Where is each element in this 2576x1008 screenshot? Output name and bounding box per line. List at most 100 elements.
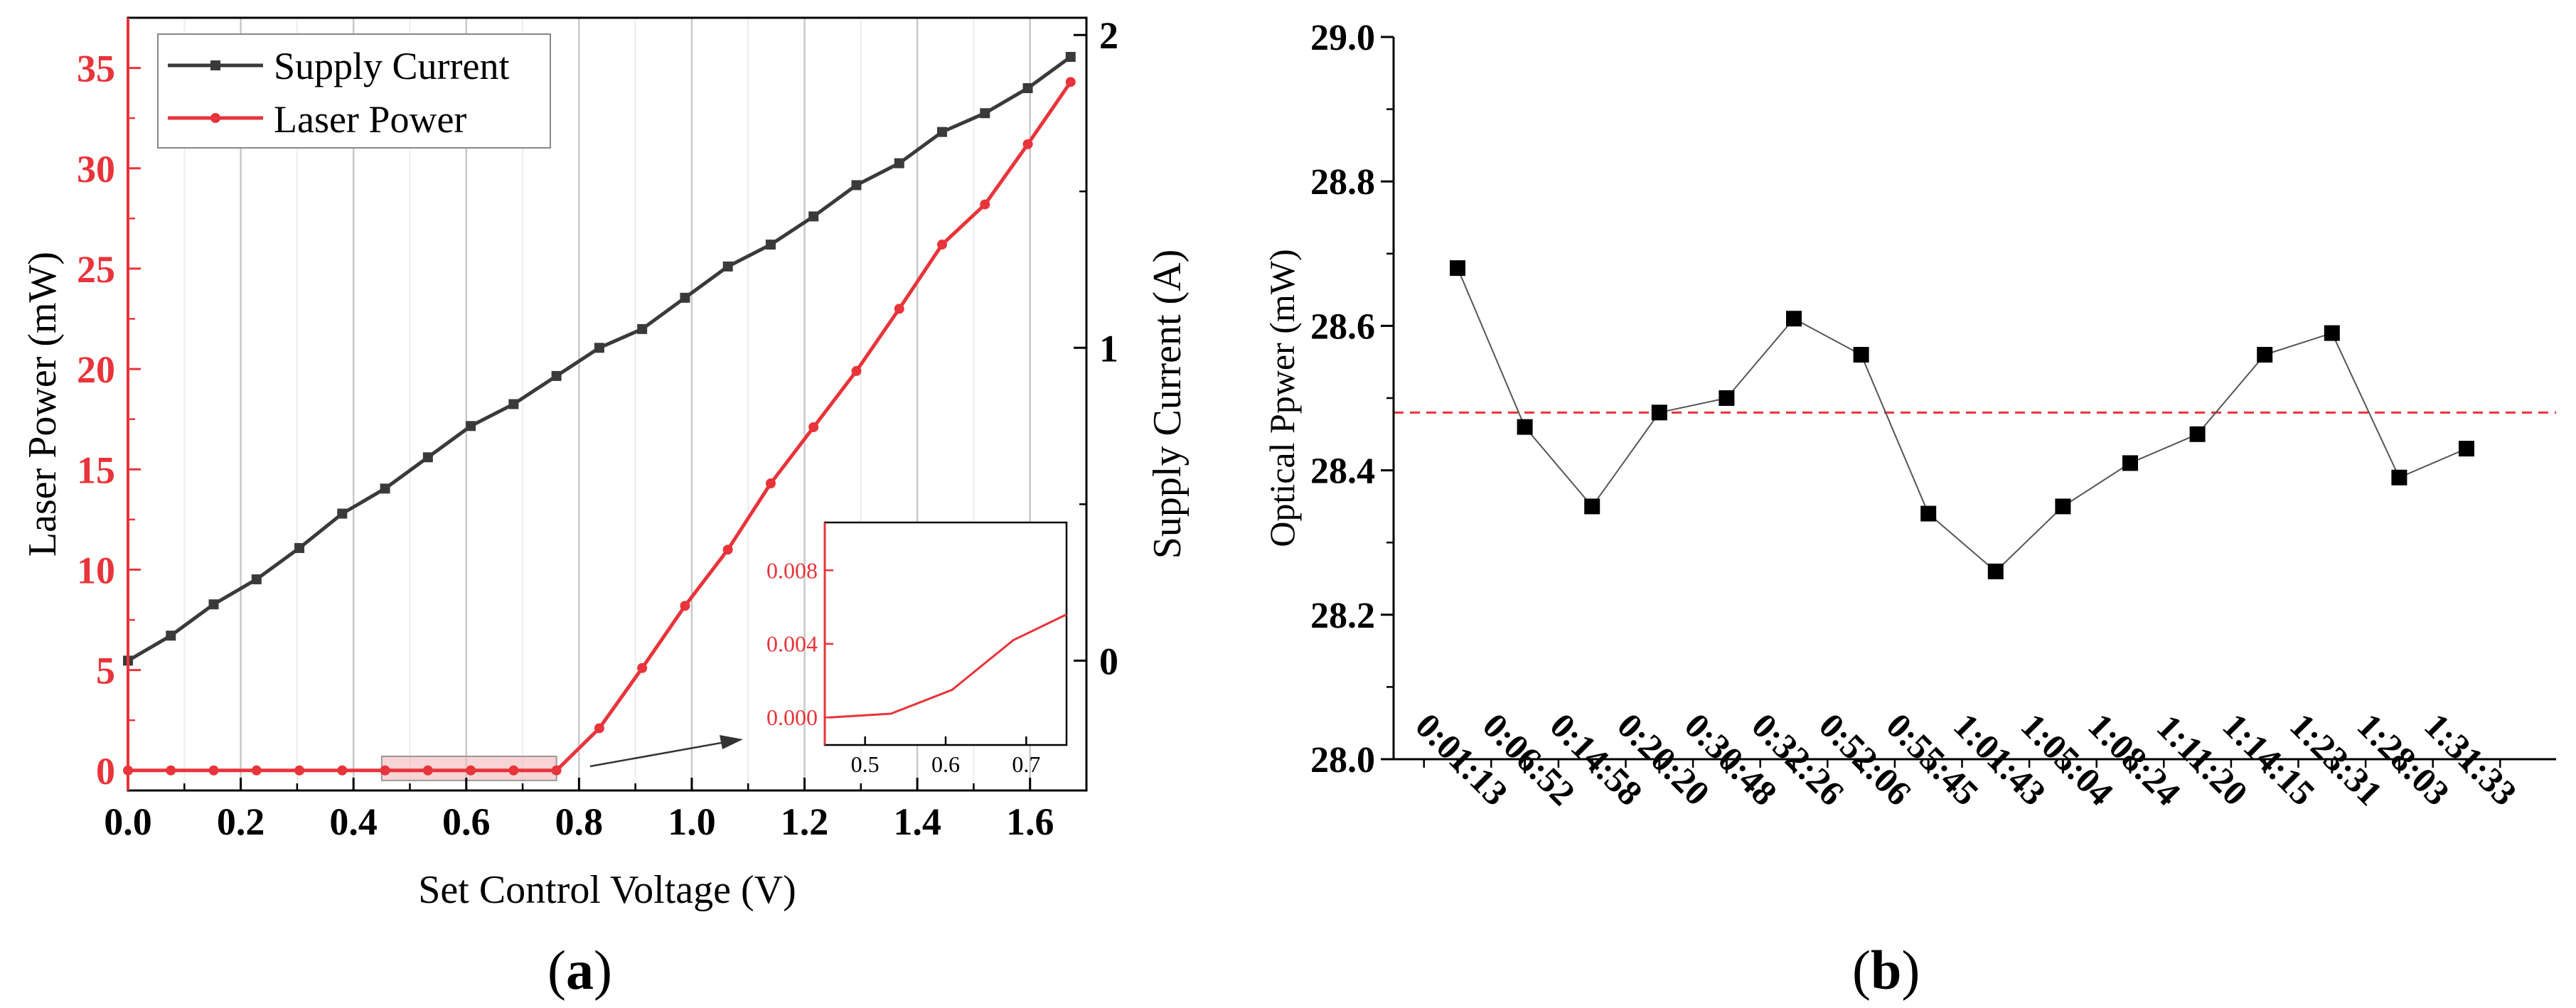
left-tick-label: 10	[77, 549, 115, 591]
laser-power-point	[208, 765, 219, 776]
zoom-arrow	[589, 735, 743, 768]
x-tick-label: 0.2	[217, 800, 265, 843]
supply-current-point	[422, 452, 433, 463]
left-tick-label: 5	[96, 650, 115, 692]
laser-power-point	[422, 765, 433, 776]
supply-current-point	[551, 370, 562, 381]
supply-current-point	[294, 542, 305, 553]
supply-current-point	[980, 108, 990, 119]
supply-current-point	[166, 631, 176, 641]
chart-b-axes: 28.028.228.428.628.829.00:01:130:06:520:…	[1310, 18, 2556, 813]
chart-a-left-axis: 0 5 10 15 20 25 30 35	[77, 18, 141, 793]
data-point	[2189, 426, 2206, 442]
panel-label-a-letter: a	[565, 939, 594, 1001]
y-tick-label: 28.8	[1310, 162, 1375, 203]
right-tick-label: 2	[1099, 14, 1118, 57]
data-point	[2257, 347, 2273, 363]
chart-a-left-y-label: Laser Power (mW)	[21, 252, 65, 557]
laser-power-point	[637, 663, 648, 673]
inset-series	[829, 613, 1067, 719]
inset-line	[829, 613, 1067, 719]
data-point	[1853, 347, 1869, 363]
laser-power-point	[851, 365, 862, 376]
laser-power-point	[980, 199, 990, 210]
data-point	[2459, 441, 2474, 457]
data-point	[1719, 390, 1735, 406]
supply-current-point	[508, 399, 519, 409]
y-tick-label: 28.0	[1310, 740, 1375, 781]
data-point	[1517, 419, 1533, 435]
panel-label-a: (a)	[547, 938, 612, 1002]
legend-supply-current-marker	[210, 60, 220, 70]
left-tick-label: 30	[77, 148, 115, 191]
x-tick-label: 0.8	[555, 800, 604, 843]
zoom-arrow-head	[720, 735, 743, 749]
inset-axes: 0.000 0.004 0.008 0.5 0.6 0.7	[766, 522, 1040, 777]
panel-label-b-close: )	[1901, 939, 1920, 1001]
y-tick-label: 28.4	[1310, 451, 1375, 492]
series-line	[1457, 267, 2467, 573]
supply-current-point	[380, 483, 390, 494]
x-tick-label: 0.4	[329, 800, 378, 843]
laser-power-point	[937, 240, 948, 250]
legend-box	[157, 33, 551, 149]
chart-a-x-label: Set Control Voltage (V)	[418, 868, 796, 912]
supply-current-point	[808, 211, 819, 222]
supply-current-point	[680, 292, 690, 303]
panel-label-b-letter: b	[1870, 939, 1902, 1001]
supply-current-point	[594, 343, 604, 353]
supply-current-point	[337, 508, 348, 519]
left-tick-label: 20	[77, 348, 115, 391]
data-point	[2055, 498, 2071, 515]
laser-power-point	[380, 765, 390, 776]
laser-power-point	[808, 422, 819, 432]
chart-a-series	[123, 52, 1076, 776]
laser-power-point	[765, 478, 776, 489]
supply-current-point	[251, 574, 262, 584]
chart-a-inset: 0.000 0.004 0.008 0.5 0.6 0.7	[766, 521, 1068, 777]
supply-current-point	[1065, 52, 1076, 63]
chart-b: 28.028.228.428.628.829.00:01:130:06:520:…	[1262, 18, 2556, 813]
data-point	[1987, 563, 2004, 579]
laser-power-point	[1065, 77, 1076, 87]
chart-a-right-y-label: Supply Current (A)	[1145, 250, 1190, 559]
laser-power-point	[594, 723, 604, 734]
laser-power-point	[166, 765, 176, 776]
panel-label-a-open: (	[547, 939, 566, 1001]
data-point	[1651, 404, 1667, 421]
x-tick-label: 1.6	[1006, 800, 1054, 843]
data-point	[2122, 455, 2138, 471]
chart-a: 0.0 0.2 0.4 0.6 0.8 1.0 1.2 1.4 1.6 051015202530…	[21, 14, 1190, 912]
left-tick-label: 25	[77, 248, 115, 291]
laser-power-point	[722, 545, 733, 555]
x-tick-label: 1.2	[781, 800, 829, 843]
chart-a-right-axis: 0 1 2	[1074, 14, 1118, 682]
laser-power-point	[894, 304, 904, 314]
panel-label-a-close: )	[593, 939, 612, 1001]
inset-y-tick-label: 0.000	[766, 704, 818, 730]
supply-current-point	[637, 323, 648, 334]
inset-y-tick-label: 0.004	[766, 631, 818, 657]
laser-power-point	[680, 601, 690, 611]
inset-x-tick-label: 0.6	[931, 751, 960, 777]
inset-y-tick-label: 0.008	[766, 557, 818, 583]
inset-x-tick-label: 0.7	[1012, 751, 1040, 777]
x-tick-label: 0.6	[442, 800, 491, 843]
panel-label-b: (b)	[1852, 938, 1920, 1002]
laser-power-point	[508, 765, 519, 776]
x-tick-label: 1.0	[668, 800, 716, 843]
supply-current-point	[1022, 83, 1033, 94]
data-point	[1450, 260, 1465, 277]
y-tick-label: 28.2	[1310, 596, 1375, 636]
inset-x-tick-label: 0.5	[851, 751, 880, 777]
data-point	[1786, 311, 1802, 327]
y-tick-label: 29.0	[1310, 18, 1375, 58]
chart-a-x-axis: 0.0 0.2 0.4 0.6 0.8 1.0 1.2 1.4 1.6	[104, 778, 1088, 843]
supply-current-point	[208, 599, 219, 610]
laser-power-point	[1022, 139, 1033, 149]
left-tick-label: 35	[77, 48, 115, 90]
laser-power-point	[251, 765, 262, 776]
inset-frame	[823, 521, 1068, 746]
x-tick-label: 0.0	[104, 800, 152, 843]
